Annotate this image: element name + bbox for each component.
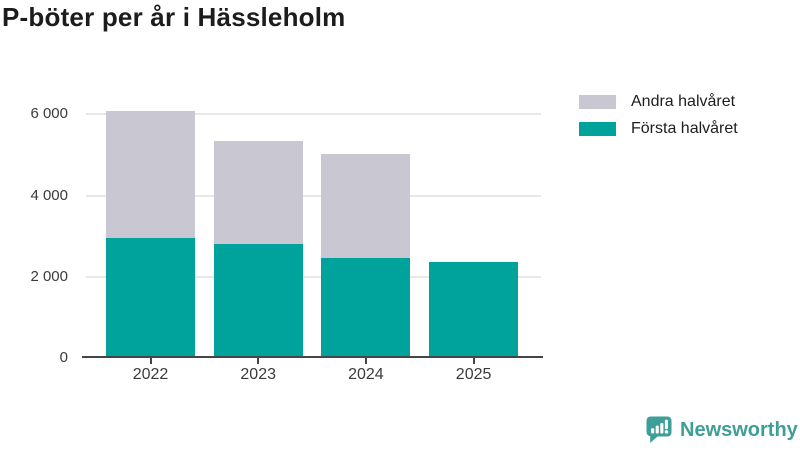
x-axis-tick-label: 2024 <box>348 366 384 383</box>
x-axis-tick-label: 2025 <box>455 366 492 383</box>
x-axis-tick <box>364 358 367 364</box>
bar-segment-2022-forsta-halvaret <box>106 238 195 358</box>
legend-item-forsta-halvaret: Första halvåret <box>579 119 738 139</box>
legend-swatch-forsta-halvaret <box>579 122 616 136</box>
x-axis-tick <box>257 358 260 364</box>
chart-title: P-böter per år i Hässleholm <box>2 2 346 32</box>
newsworthy-logo-icon <box>646 416 672 443</box>
legend-label-andra-halvaret: Andra halvåret <box>631 93 736 110</box>
legend-item-andra-halvaret: Andra halvåret <box>579 92 738 112</box>
legend: Andra halvåret Första halvåret <box>579 92 738 139</box>
bar-segment-2023-andra-halvaret <box>213 141 303 245</box>
bar-segment-2024-andra-halvaret <box>321 154 411 259</box>
bar-segment-2023-forsta-halvaret <box>213 244 303 358</box>
gridline-2000 <box>86 275 541 278</box>
bar-segment-2024-forsta-halvaret <box>321 258 411 358</box>
bar-segment-2025-forsta-halvaret <box>429 261 519 358</box>
y-axis-tick-label: 4 000 <box>30 186 68 204</box>
gridline-4000 <box>86 194 541 197</box>
y-axis-tick-label: 6 000 <box>30 105 68 123</box>
gridline-6000 <box>86 113 541 116</box>
y-axis-tick-label: 2 000 <box>30 267 68 285</box>
y-axis-tick-label: 0 <box>59 349 68 366</box>
legend-swatch-andra-halvaret <box>579 95 616 109</box>
x-axis-tick-label: 2022 <box>132 366 169 383</box>
bar-segment-2022-andra-halvaret <box>106 111 195 239</box>
newsworthy-logo-text: Newsworthy <box>680 418 798 441</box>
x-axis-line <box>82 356 543 358</box>
x-axis-tick <box>149 358 152 364</box>
x-axis-tick-label: 2023 <box>240 366 276 383</box>
newsworthy-branding: Newsworthy <box>645 415 798 445</box>
legend-label-forsta-halvaret: Första halvåret <box>631 120 738 137</box>
x-axis-tick <box>472 358 475 364</box>
